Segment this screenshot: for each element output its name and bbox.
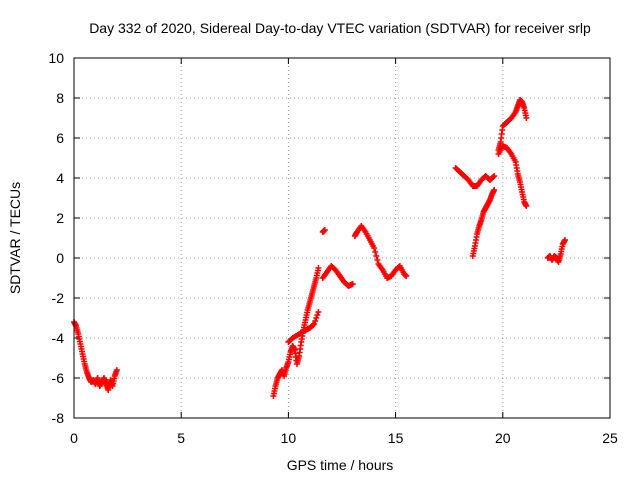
data-point bbox=[561, 237, 568, 243]
chart-title: Day 332 of 2020, Sidereal Day-to-day VTE… bbox=[89, 20, 591, 36]
x-tick-label: 25 bbox=[602, 430, 618, 446]
data-point bbox=[490, 174, 497, 180]
grid-lines bbox=[74, 58, 610, 418]
data-point bbox=[315, 265, 322, 271]
y-axis-label: SDTVAR / TECUs bbox=[7, 182, 23, 294]
data-point bbox=[523, 115, 530, 121]
data-point bbox=[374, 257, 381, 263]
y-tick-label: 8 bbox=[56, 90, 64, 106]
x-tick-labels: 0 5 10 15 20 25 bbox=[70, 430, 618, 446]
x-tick-label: 5 bbox=[177, 430, 185, 446]
x-tick-label: 15 bbox=[388, 430, 404, 446]
axis-ticks bbox=[73, 57, 611, 419]
x-axis-label: GPS time / hours bbox=[287, 457, 394, 473]
y-tick-label: 2 bbox=[56, 210, 64, 226]
data-point bbox=[523, 203, 530, 209]
data-point bbox=[349, 281, 356, 287]
data-point bbox=[372, 249, 379, 255]
x-tick-label: 10 bbox=[281, 430, 297, 446]
y-tick-label: 6 bbox=[56, 130, 64, 146]
data-point bbox=[491, 187, 498, 193]
y-tick-label: -2 bbox=[52, 290, 65, 306]
data-point bbox=[491, 173, 498, 179]
y-tick-label: 0 bbox=[56, 250, 64, 266]
y-tick-label: -4 bbox=[52, 330, 65, 346]
data-point bbox=[403, 273, 410, 279]
plot-frame bbox=[73, 57, 611, 419]
data-point bbox=[313, 315, 320, 321]
data-point bbox=[311, 321, 318, 327]
data-point bbox=[113, 367, 120, 373]
y-tick-label: -6 bbox=[52, 370, 65, 386]
data-point bbox=[315, 309, 322, 315]
data-point bbox=[373, 253, 380, 259]
data-point bbox=[371, 245, 378, 251]
y-tick-labels: -8 -6 -4 -2 0 2 4 6 8 10 bbox=[48, 50, 64, 426]
data-point bbox=[310, 322, 317, 328]
data-point bbox=[312, 318, 319, 324]
x-tick-label: 20 bbox=[495, 430, 511, 446]
y-tick-label: 4 bbox=[56, 170, 64, 186]
data-points bbox=[71, 97, 568, 399]
y-tick-label: -8 bbox=[52, 410, 65, 426]
data-point bbox=[321, 227, 328, 233]
x-tick-label: 0 bbox=[70, 430, 78, 446]
data-point bbox=[314, 312, 321, 318]
y-tick-label: 10 bbox=[48, 50, 64, 66]
